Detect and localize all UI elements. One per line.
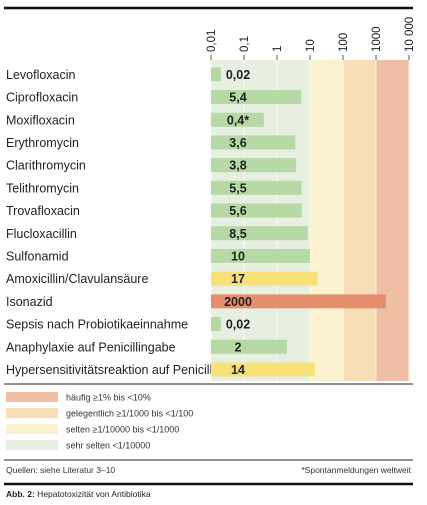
tick-label-6: 10 000 [404, 17, 416, 52]
legend-swatch-3 [6, 440, 58, 450]
bar-11 [211, 317, 221, 332]
category-label-11: Sepsis nach Probiotikaeinnahme [6, 318, 188, 332]
value-label-13: 14 [231, 363, 245, 377]
category-label-10: Isonazid [6, 295, 53, 309]
category-label-8: Sulfonamid [6, 249, 69, 263]
bar-2 [211, 112, 264, 127]
value-label-7: 8,5 [229, 227, 246, 241]
tick-label-3: 10 [305, 39, 317, 52]
value-label-0: 0,02 [226, 68, 250, 82]
tick-label-0: 0,01 [206, 30, 218, 52]
legend-label-3: sehr selten <1/10000 [66, 441, 150, 451]
value-label-4: 3,8 [229, 159, 246, 173]
band-3 [376, 60, 409, 381]
band-1 [310, 60, 343, 381]
bar-4 [211, 158, 297, 173]
spontaneous-reports-note: *Spontanmeldungen weltweit [301, 465, 411, 475]
legend-label-0: häufig ≥1% bis <10% [66, 393, 151, 403]
bar-1 [211, 90, 302, 105]
bar-12 [211, 339, 287, 354]
figure-caption-prefix: Abb. 2: [6, 489, 35, 499]
category-label-13: Hypersensitivitätsreaktion auf Penicilli… [6, 363, 222, 377]
figure-caption: Abb. 2: Hepatotoxizität von Antibiotika [6, 489, 151, 499]
value-label-8: 10 [231, 249, 245, 263]
category-label-12: Anaphylaxie auf Penicillingabe [6, 340, 176, 354]
bar-10 [211, 294, 386, 309]
bar-0 [211, 67, 221, 82]
tick-label-4: 100 [338, 33, 350, 52]
category-label-7: Flucloxacillin [6, 227, 77, 241]
bar-7 [211, 226, 308, 241]
legend: häufig ≥1% bis <10% gelegentlich ≥1/1000 … [6, 392, 193, 451]
bar-8 [211, 248, 310, 263]
category-label-4: Clarithromycin [6, 159, 86, 173]
data-rows: Levofloxacin 0,02 Ciprofloxacin 5,4 Moxiflox… [6, 67, 386, 377]
bar-9 [211, 271, 318, 286]
legend-label-1: gelegentlich ≥1/1000 bis <1/100 [66, 409, 193, 419]
value-label-1: 5,4 [229, 91, 246, 105]
value-label-5: 5,5 [229, 181, 246, 195]
legend-swatch-1 [6, 408, 58, 418]
bar-6 [211, 203, 302, 218]
bar-13 [211, 362, 315, 377]
figure-caption-text: Hepatotoxizität von Antibiotika [35, 489, 151, 499]
legend-swatch-2 [6, 424, 58, 434]
legend-label-2: selten ≥1/10000 bis <1/1000 [66, 425, 179, 435]
band-2 [343, 60, 376, 381]
tick-label-5: 1000 [371, 26, 383, 52]
tick-label-2: 1 [272, 46, 284, 52]
bar-3 [211, 135, 296, 150]
category-label-2: Moxifloxacin [6, 113, 75, 127]
category-label-3: Erythromycin [6, 136, 79, 150]
category-label-9: Amoxicillin/Clavulansäure [6, 272, 148, 286]
value-label-9: 17 [231, 272, 245, 286]
value-label-3: 3,6 [229, 136, 246, 150]
category-label-0: Levofloxacin [6, 68, 76, 82]
legend-swatch-0 [6, 392, 58, 402]
bar-5 [211, 180, 302, 195]
value-label-11: 0,02 [226, 318, 250, 332]
category-label-6: Trovafloxacin [6, 204, 80, 218]
tick-label-1: 0,1 [239, 36, 251, 52]
value-label-6: 5,6 [229, 204, 246, 218]
band-0 [211, 60, 310, 381]
value-label-2: 0,4* [227, 113, 249, 127]
value-label-12: 2 [235, 340, 242, 354]
value-label-10: 2000 [224, 295, 252, 309]
category-label-5: Telithromycin [6, 181, 79, 195]
sources-note: Quellen: siehe Literatur 3–10 [6, 465, 115, 475]
category-label-1: Ciprofloxacin [6, 91, 78, 105]
